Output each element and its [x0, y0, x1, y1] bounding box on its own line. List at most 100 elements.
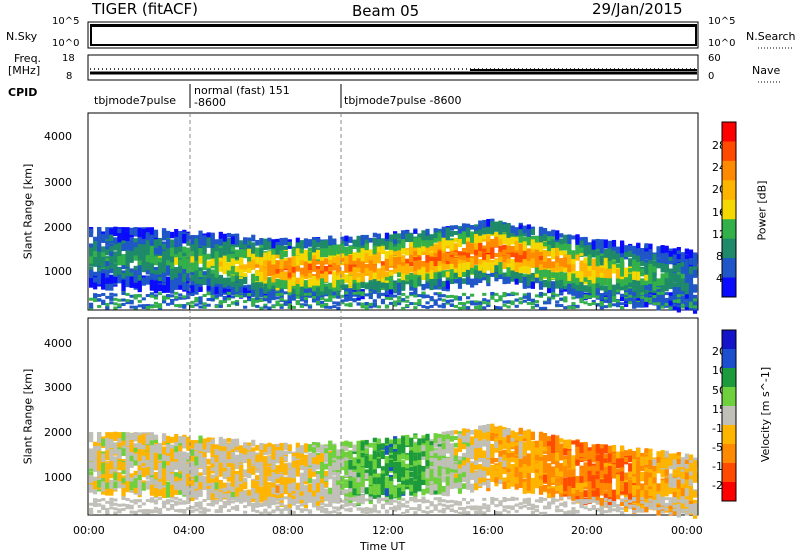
- velocity-echo-cell: [222, 493, 227, 498]
- velocity-echo-cell: [121, 497, 126, 501]
- power-echo-cell: [542, 306, 548, 310]
- power-echo-cell: [267, 288, 272, 294]
- power-echo-cell: [255, 284, 260, 294]
- power-echo-cell: [478, 236, 483, 245]
- power-echo-cell: [149, 279, 154, 289]
- power-echo-cell: [465, 227, 471, 237]
- power-echo-cell: [348, 246, 353, 255]
- power-echo-cell: [644, 266, 649, 276]
- power-echo-cell: [668, 301, 673, 311]
- power-echo-cell: [340, 284, 345, 290]
- power-echo-cell: [141, 244, 146, 254]
- power-echo-cell: [234, 275, 240, 282]
- power-echo-cell: [113, 297, 118, 301]
- power-echo-cell: [518, 301, 523, 305]
- power-echo-cell: [376, 280, 381, 290]
- power-echo-cell: [571, 235, 576, 240]
- power-echo-cell: [676, 303, 681, 313]
- velocity-echo-cell: [149, 468, 154, 476]
- power-echo-cell: [656, 295, 661, 299]
- power-echo-cell: [397, 256, 402, 265]
- power-echo-cell: [145, 246, 150, 256]
- velocity-echo-cell: [133, 454, 138, 459]
- nave-tick-bottom: 0: [708, 71, 715, 82]
- power-echo-cell: [668, 277, 673, 287]
- power-echo-cell: [182, 281, 187, 291]
- power-echo-cell: [352, 240, 357, 247]
- power-echo-cell: [611, 250, 617, 259]
- power-echo-cell: [137, 246, 142, 254]
- power-echo-cell: [186, 273, 191, 282]
- velocity-echo-cell: [178, 477, 183, 484]
- power-echo-cell: [226, 268, 232, 275]
- power-echo-cell: [149, 273, 154, 283]
- power-echo-cell: [372, 304, 377, 308]
- power-echo-cell: [660, 286, 665, 295]
- power-echo-cell: [214, 276, 219, 284]
- velocity-echo-cell: [133, 501, 138, 505]
- power-echo-cell: [502, 294, 507, 298]
- power-echo-cell: [380, 301, 386, 305]
- power-echo-cell: [494, 222, 499, 229]
- power-echo-cell: [421, 295, 426, 299]
- power-echo-cell: [170, 274, 175, 282]
- power-echo-cell: [417, 269, 422, 280]
- power-echo-cell: [121, 279, 126, 285]
- velocity-echo-cell: [97, 468, 102, 473]
- power-echo-cell: [518, 273, 523, 284]
- power-echo-cell: [615, 253, 621, 264]
- power-echo-cell: [137, 283, 142, 291]
- power-echo-cell: [259, 258, 264, 266]
- power-echo-cell: [668, 306, 673, 310]
- velocity-echo-cell: [141, 502, 146, 506]
- velocity-echo-cell: [93, 441, 98, 447]
- power-echo-cell: [555, 242, 560, 248]
- velocity-echo-cell: [161, 468, 167, 478]
- power-echo-cell: [206, 292, 211, 296]
- power-echo-cell: [174, 267, 179, 272]
- power-echo-cell: [551, 229, 556, 235]
- power-echo-cell: [640, 303, 645, 307]
- power-echo-cell: [595, 250, 600, 256]
- power-echo-cell: [109, 264, 114, 269]
- power-echo-cell: [615, 278, 621, 284]
- velocity-echo-cell: [166, 454, 171, 464]
- power-echo-cell: [542, 301, 548, 305]
- power-echo-cell: [624, 292, 629, 296]
- velocity-echo-cell: [157, 462, 163, 468]
- xtick: 08:00: [272, 524, 304, 537]
- power-echo-cell: [166, 302, 171, 306]
- power-echo-cell: [636, 255, 641, 265]
- velocity-echo-cell: [93, 501, 98, 505]
- velocity-echo-cell: [170, 479, 175, 487]
- power-echo-cell: [559, 243, 564, 252]
- power-echo-cell: [125, 254, 130, 264]
- power-echo-cell: [129, 305, 134, 309]
- power-echo-cell: [425, 282, 430, 289]
- power-echo-cell: [449, 225, 454, 231]
- power-echo-cell: [510, 302, 515, 306]
- power-echo-cell: [153, 304, 159, 308]
- power-echo-cell: [607, 268, 613, 279]
- power-echo-cell: [149, 257, 154, 264]
- power-echo-cell: [599, 303, 604, 307]
- power-echo-cell: [486, 235, 491, 242]
- power-echo-cell: [490, 221, 495, 229]
- power-echo-cell: [409, 266, 414, 273]
- power-echo-cell: [226, 232, 232, 238]
- power-echo-cell: [352, 273, 357, 284]
- power-echo-cell: [579, 247, 584, 253]
- power-echo-cell: [551, 231, 556, 242]
- velocity-echo-cell: [174, 441, 179, 448]
- power-echo-cell: [89, 243, 94, 251]
- power-echo-cell: [279, 245, 284, 251]
- power-echo-cell: [583, 236, 588, 246]
- velocity-echo-cell: [161, 433, 167, 442]
- power-echo-cell: [93, 295, 98, 299]
- power-ytick: 2000: [44, 221, 72, 234]
- power-echo-cell: [518, 297, 523, 301]
- velocity-echo-cell: [190, 505, 195, 509]
- power-echo-cell: [494, 232, 499, 239]
- power-echo-cell: [372, 264, 377, 275]
- power-echo-cell: [166, 276, 171, 286]
